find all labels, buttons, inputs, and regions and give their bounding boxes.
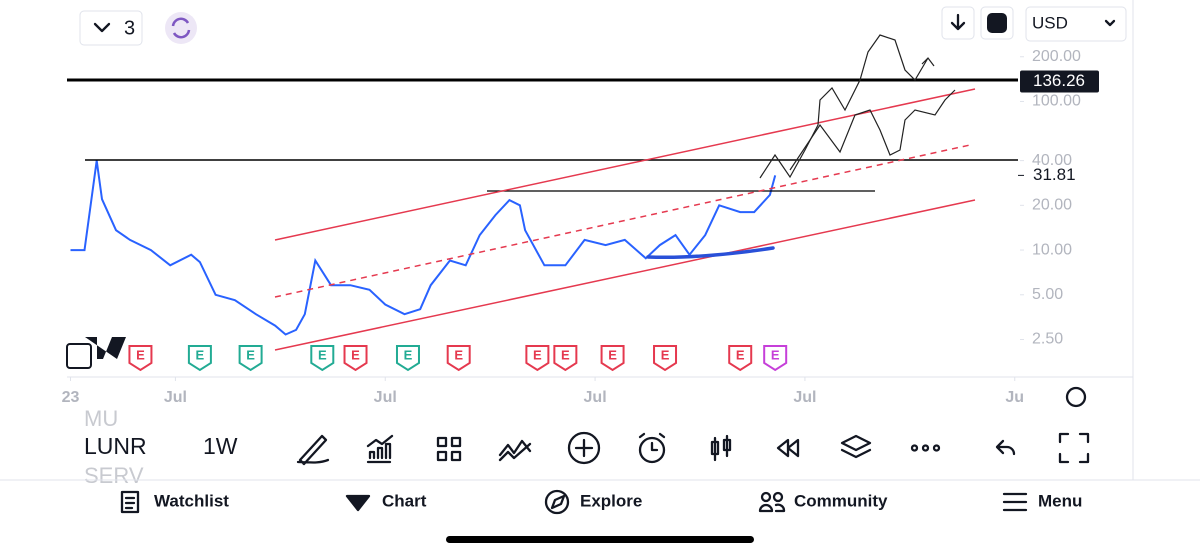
earnings-badge[interactable] — [238, 345, 263, 372]
earnings-label: E — [454, 347, 463, 362]
earnings-label: E — [736, 347, 745, 362]
explore-icon — [544, 489, 570, 515]
ghost-symbol: MU — [84, 406, 118, 431]
price-label: 31.81 — [1033, 165, 1076, 184]
replay-tool[interactable] — [776, 438, 800, 458]
nav-label[interactable]: Watchlist — [154, 491, 229, 510]
earnings-badge[interactable] — [600, 345, 625, 372]
earnings-badge[interactable] — [446, 345, 471, 372]
sync-button[interactable] — [165, 12, 197, 44]
nav-label[interactable]: Chart — [382, 491, 427, 510]
sync-icon — [171, 17, 191, 39]
earnings-badge[interactable] — [728, 345, 753, 372]
ghost-symbol: SERV — [84, 463, 144, 488]
earnings-badge[interactable] — [553, 345, 578, 372]
channel-lower — [274, 199, 976, 351]
settings-button[interactable] — [1065, 386, 1087, 408]
earnings-label: E — [533, 347, 542, 362]
projection-sketch — [789, 89, 956, 171]
symbol[interactable]: LUNR — [84, 433, 147, 459]
price-line — [70, 160, 777, 336]
layout-count: 3 — [124, 17, 135, 39]
templates-tool[interactable] — [436, 436, 462, 462]
earnings-label: E — [318, 347, 327, 362]
tv-logo — [85, 337, 126, 359]
x-tick-label: Ju — [1005, 389, 1024, 406]
earnings-label: E — [404, 347, 413, 362]
nav-bar: Watchlist Chart Explore Community Menu — [154, 491, 1082, 510]
y-tick-label: 10.00 — [1032, 241, 1072, 258]
chart-tools — [296, 431, 1090, 466]
earnings-badge[interactable] — [128, 345, 153, 372]
earnings-badge[interactable] — [310, 345, 335, 372]
chevron-icon — [1104, 19, 1116, 27]
earnings-badge[interactable] — [653, 345, 678, 372]
earnings-badge[interactable] — [395, 345, 420, 372]
earnings-badge[interactable] — [187, 345, 212, 372]
y-tick-label: 200.00 — [1032, 48, 1081, 65]
arrow-down-icon — [950, 13, 966, 31]
channel-middle — [274, 144, 971, 298]
support-stroke — [646, 246, 775, 260]
price-label-box — [1020, 70, 1099, 93]
drawings — [67, 34, 1018, 351]
y-tick-label: 100.00 — [1032, 93, 1081, 110]
menu-icon — [1002, 492, 1028, 512]
nav-label[interactable]: Explore — [580, 491, 642, 510]
nav-icons — [120, 489, 1028, 515]
earnings-label: E — [246, 347, 255, 362]
earnings-label: E — [136, 347, 145, 362]
home-indicator — [446, 536, 754, 543]
alert-tool[interactable] — [638, 432, 666, 464]
currency: USD — [1032, 13, 1068, 32]
community-icon — [758, 491, 786, 513]
y-tick-label: 2.50 — [1032, 331, 1063, 348]
draw-tool[interactable] — [296, 434, 330, 466]
earnings-label: E — [561, 347, 570, 362]
toggle-icon — [987, 13, 1007, 33]
earnings-label: E — [351, 347, 360, 362]
y-tick-label: 40.00 — [1032, 152, 1072, 169]
fullscreen-tool[interactable] — [1058, 432, 1090, 464]
nav-label[interactable]: Community — [794, 491, 888, 510]
nav-label[interactable]: Menu — [1038, 491, 1082, 510]
watchlist-icon — [120, 490, 140, 514]
undo-tool[interactable] — [995, 439, 1016, 456]
earnings-badge[interactable] — [525, 345, 550, 372]
chevron-icon — [93, 22, 111, 33]
x-tick-label: Jul — [164, 389, 187, 406]
earnings-label: E — [771, 347, 780, 362]
chart-icon — [345, 494, 371, 512]
more-tool[interactable] — [910, 444, 941, 452]
x-tick-label: Jul — [793, 389, 816, 406]
projection-sketch — [759, 34, 935, 179]
layers-tool[interactable] — [840, 434, 872, 459]
x-tick-label: Jul — [374, 389, 397, 406]
currency-dropdown[interactable] — [1025, 6, 1127, 42]
x-tick-label: 23 — [62, 389, 80, 406]
indicators-tool[interactable] — [366, 434, 394, 464]
chart-type-tool[interactable] — [710, 434, 732, 462]
interval[interactable]: 1W — [203, 433, 238, 459]
add-tool[interactable] — [567, 431, 601, 465]
x-tick-label: Jul — [584, 389, 607, 406]
layout-dropdown[interactable] — [79, 10, 143, 46]
y-tick-label: 5.00 — [1032, 286, 1063, 303]
logo-box — [66, 343, 92, 369]
y-tick-label: 20.00 — [1032, 197, 1072, 214]
earnings-label: E — [608, 347, 617, 362]
price-label: 136.26 — [1033, 71, 1085, 90]
compare-tool[interactable] — [498, 439, 532, 462]
earnings-badge[interactable] — [343, 345, 368, 372]
earnings-label: E — [196, 347, 205, 362]
earnings-label: E — [661, 347, 670, 362]
earnings-badge[interactable] — [763, 345, 788, 372]
